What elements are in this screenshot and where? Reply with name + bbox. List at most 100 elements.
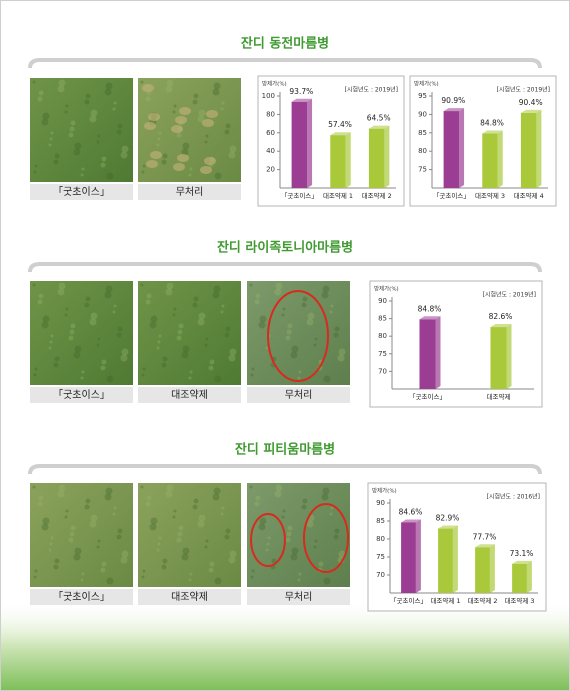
- x-tick-label: 「굿초이스」: [390, 596, 427, 605]
- value-label: 82.9%: [436, 514, 460, 523]
- turf-texture: [42, 315, 50, 323]
- turf-texture: [48, 548, 52, 552]
- turf-texture: [142, 367, 146, 371]
- turf-texture: [121, 550, 129, 558]
- turf-texture: [287, 525, 293, 531]
- turf-texture: [121, 145, 129, 153]
- turf-texture: [53, 362, 59, 368]
- turf-texture: [68, 132, 74, 138]
- bar: [291, 101, 308, 188]
- turf-texture: [53, 564, 59, 570]
- turf-texture: [249, 485, 253, 489]
- value-label: 84.8%: [480, 119, 504, 128]
- section-title: 잔디 피티움마름병: [235, 442, 335, 458]
- turf-texture: [50, 536, 54, 540]
- turf-texture: [49, 340, 53, 344]
- bar-top: [330, 132, 351, 136]
- caption-box: [138, 589, 241, 605]
- photo-caption: 대조약제: [171, 389, 208, 401]
- turf-texture: [84, 99, 90, 105]
- x-tick-label: 대조약제 2: [467, 596, 497, 605]
- turf-texture: [197, 318, 205, 326]
- x-tick-label: 대조약제 1: [323, 191, 353, 200]
- turf-texture: [146, 495, 152, 501]
- turf-texture: [192, 302, 198, 308]
- turf-texture: [81, 370, 85, 374]
- turf-texture: [212, 493, 220, 501]
- turf-texture: [49, 137, 53, 141]
- value-label: 57.4%: [328, 120, 352, 129]
- chart-note: [시험년도 : 2019년]: [497, 86, 550, 94]
- bar-side: [435, 316, 441, 389]
- turf-texture: [112, 512, 116, 516]
- turf-texture: [101, 156, 107, 162]
- turf-texture: [162, 356, 168, 362]
- turf-texture: [329, 512, 333, 516]
- bar: [475, 547, 490, 593]
- turf-texture: [330, 506, 334, 510]
- turf-texture: [158, 131, 162, 135]
- turf-texture: [330, 304, 334, 308]
- turf-texture: [208, 365, 214, 371]
- section-title: 잔디 동전마름병: [241, 36, 329, 52]
- x-tick-label: 대조약제: [487, 392, 511, 401]
- y-axis-label: 방제가(%): [372, 487, 397, 495]
- turf-texture: [89, 318, 97, 326]
- bar-top: [368, 125, 390, 129]
- turf-texture: [274, 490, 282, 498]
- bar-top: [419, 316, 441, 320]
- turf-texture: [322, 285, 330, 293]
- turf-texture: [265, 346, 269, 350]
- turf-texture: [97, 539, 101, 543]
- turf-texture: [142, 569, 146, 573]
- disease-spot: [173, 163, 185, 171]
- turf-texture: [112, 107, 116, 111]
- turf-texture: [140, 80, 144, 84]
- x-tick-label: 대조약제 3: [504, 596, 534, 605]
- bar-top: [475, 544, 495, 548]
- y-tick-label: 80: [378, 332, 387, 340]
- turf-texture: [259, 517, 267, 525]
- turf-texture: [249, 283, 253, 287]
- bar-top: [443, 108, 465, 112]
- turf-texture: [85, 498, 91, 504]
- turf-texture: [198, 514, 206, 522]
- turf-photo: [247, 281, 350, 385]
- turf-texture: [254, 501, 260, 507]
- bar: [330, 135, 346, 188]
- turf-texture: [106, 375, 114, 383]
- turf-texture: [50, 334, 54, 338]
- turf-texture: [149, 321, 157, 329]
- y-axis-label: 방제가(%): [374, 285, 399, 293]
- y-tick-label: 95: [418, 92, 427, 100]
- turf-texture: [254, 299, 260, 305]
- turf-texture: [181, 553, 189, 561]
- photo-caption: 무처리: [285, 591, 313, 603]
- turf-texture: [322, 487, 330, 495]
- turf-texture: [33, 170, 37, 174]
- turf-texture: [69, 531, 75, 537]
- turf-texture: [141, 170, 145, 174]
- chart-frame: [369, 280, 543, 408]
- turf-texture: [84, 302, 90, 308]
- turf-texture: [156, 143, 160, 147]
- disease-spot: [144, 122, 156, 130]
- turf-texture: [285, 537, 291, 543]
- turf-texture: [145, 501, 151, 507]
- bar: [443, 111, 460, 188]
- turf-texture: [106, 172, 114, 180]
- turf-texture: [157, 340, 161, 344]
- turf-texture: [338, 348, 346, 356]
- turf-texture: [188, 173, 192, 177]
- turf-texture: [120, 556, 128, 564]
- turf-texture: [255, 293, 261, 299]
- turf-texture: [221, 304, 225, 308]
- turf-photo: [30, 78, 133, 182]
- turf-photo: [138, 483, 241, 587]
- disease-spot: [175, 116, 187, 124]
- y-tick-label: 85: [376, 517, 385, 525]
- turf-texture: [57, 490, 65, 498]
- bar-top: [401, 519, 421, 523]
- turf-texture: [213, 285, 221, 293]
- turf-texture: [38, 90, 44, 96]
